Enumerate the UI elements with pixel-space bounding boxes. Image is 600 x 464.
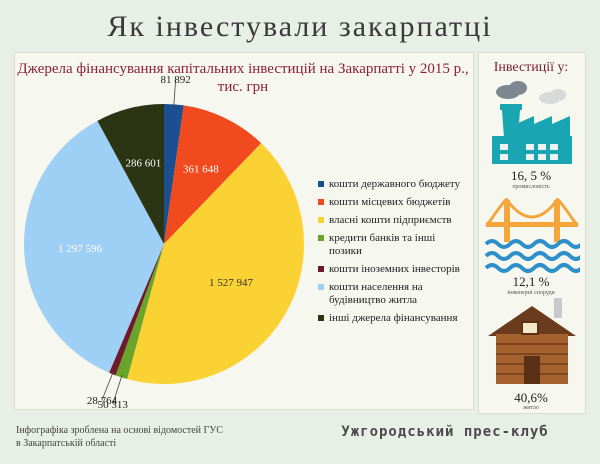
pie-slice	[23, 120, 164, 373]
pie-slice	[97, 104, 164, 244]
source-note: Інфографіка зроблена на основі відомосте…	[16, 424, 276, 450]
pie-slice	[164, 105, 262, 244]
legend-item: кошти державного бюджету	[318, 178, 468, 191]
chart-legend: кошти державного бюджету кошти місцевих б…	[318, 178, 468, 330]
legend-label: інші джерела фінансування	[329, 312, 458, 324]
data-label: 286 601	[126, 158, 162, 170]
source-note-line1: Інфографіка зроблена на основі відомосте…	[16, 425, 224, 436]
bridge-icon	[484, 198, 580, 273]
legend-swatch	[318, 181, 324, 187]
house-icon	[488, 298, 576, 384]
legend-item: кошти населення на будівництво житла	[318, 281, 468, 307]
legend-item: інші джерела фінансування	[318, 312, 468, 325]
legend-swatch	[318, 284, 324, 290]
legend-swatch	[318, 266, 324, 272]
housing-percent: 40,6%	[514, 390, 548, 405]
legend-item: кошти іноземних інвесторів	[318, 263, 468, 276]
engineering-caption: інженерні споруди	[507, 290, 555, 296]
legend-item: кредити банків та інші позики	[318, 232, 468, 258]
industry-percent: 16, 5 %	[510, 168, 552, 183]
housing-caption: житло	[523, 405, 539, 411]
data-label: 1 297 596	[58, 243, 103, 255]
legend-label: кошти державного бюджету	[329, 178, 461, 190]
legend-swatch	[318, 235, 324, 241]
legend-label: кошти місцевих бюджетів	[329, 196, 451, 208]
source-note-line2: в Закарпатській області	[16, 438, 117, 449]
data-label: 28 764	[87, 395, 118, 407]
pie-slice	[164, 104, 184, 244]
legend-label: кошти населення на будівництво житла	[329, 281, 423, 306]
legend-label: власні кошти підприємств	[329, 214, 452, 226]
legend-swatch	[318, 199, 324, 205]
pie-slice	[127, 143, 305, 385]
legend-swatch	[318, 315, 324, 321]
data-label: 361 648	[183, 164, 219, 176]
leader-line	[173, 79, 177, 108]
leader-line	[112, 374, 123, 405]
pie-slice	[115, 244, 164, 380]
legend-item: власні кошти підприємств	[318, 214, 468, 227]
chart-title: Джерела фінансування капітальних інвести…	[17, 61, 469, 95]
leader-line	[101, 371, 114, 401]
legend-label: кредити банків та інші позики	[329, 232, 436, 257]
legend-label: кошти іноземних інвесторів	[329, 263, 460, 275]
factory-icon	[492, 81, 572, 164]
legend-swatch	[318, 217, 324, 223]
data-label: 81 892	[161, 74, 191, 86]
data-label: 50 313	[98, 399, 129, 411]
pie-slice	[109, 244, 164, 376]
side-panel-title: Інвестиції у:	[493, 60, 569, 75]
legend-item: кошти місцевих бюджетів	[318, 196, 468, 209]
page-title: Як інвестували закарпатці	[107, 10, 493, 43]
data-label: 1 527 947	[209, 277, 254, 289]
brand-name: Ужгородський прес-клуб	[341, 424, 549, 440]
engineering-percent: 12,1 %	[512, 274, 550, 289]
industry-caption: промисловість	[512, 184, 550, 190]
